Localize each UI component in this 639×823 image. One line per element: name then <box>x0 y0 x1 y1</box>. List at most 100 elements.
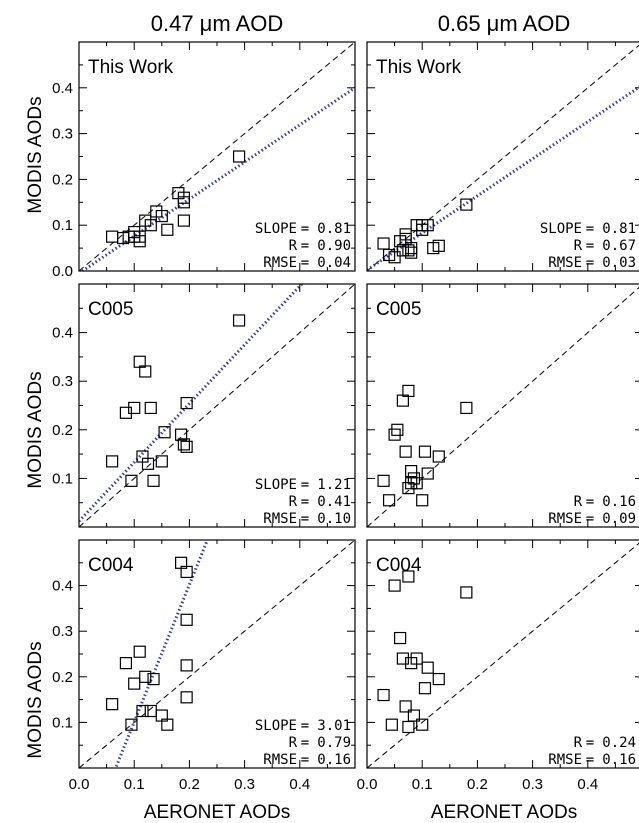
stat-label: RMSE <box>263 752 297 768</box>
data-point <box>177 438 190 451</box>
data-point <box>119 406 133 419</box>
x-tick-label: 0.1 <box>124 776 145 793</box>
data-point <box>180 613 193 626</box>
data-point <box>405 465 418 478</box>
data-point <box>402 720 415 734</box>
plot-area <box>367 286 639 527</box>
stat-label: R <box>574 735 583 751</box>
data-point <box>106 230 119 243</box>
data-point <box>136 704 149 718</box>
y-tick-label: 0.1 <box>52 714 73 731</box>
data-point <box>407 472 421 485</box>
data-point <box>133 645 146 658</box>
y-tick-label: 0.0 <box>52 263 73 280</box>
stat-label: RMSE <box>548 752 582 768</box>
data-point <box>410 477 423 490</box>
y-tick-label: 0.4 <box>52 80 73 97</box>
stat-label: RMSE <box>263 255 297 271</box>
x-axis-label-left: AERONET AODs <box>144 802 290 823</box>
stat-value: 0.24 <box>602 735 636 751</box>
y-axis-label-row-3: MODIS AODs <box>25 641 46 758</box>
data-point <box>175 428 188 441</box>
data-point <box>144 704 157 718</box>
data-point <box>382 494 396 507</box>
data-point <box>396 652 409 665</box>
stat-value: 0.09 <box>602 511 636 527</box>
data-point <box>133 230 146 243</box>
data-point <box>161 718 174 731</box>
data-point <box>377 474 390 487</box>
stat-equals: = <box>301 752 309 768</box>
y-tick-label: 0.4 <box>52 325 73 342</box>
data-point <box>139 365 152 378</box>
data-point <box>460 198 473 211</box>
x-tick-label: 0.2 <box>179 776 200 793</box>
data-point <box>125 474 138 487</box>
data-point <box>180 565 193 579</box>
y-axis-label-row-2: MODIS AODs <box>25 371 46 488</box>
x-tick-label: 0.4 <box>577 776 598 793</box>
stat-label: RMSE <box>548 255 582 271</box>
data-point <box>377 688 390 702</box>
data-point <box>418 682 432 695</box>
stat-equals: = <box>586 255 594 271</box>
stat-value: 0.10 <box>317 511 351 527</box>
stat-label: RMSE <box>263 511 297 527</box>
data-point <box>180 659 193 672</box>
data-point <box>158 426 171 439</box>
x-tick-label: 0.3 <box>234 776 255 793</box>
one-to-one-line <box>79 284 355 527</box>
stat-equals: = <box>586 494 594 510</box>
plot-area <box>367 542 639 768</box>
plot-area <box>79 540 355 768</box>
data-point <box>147 672 160 686</box>
stat-label: R <box>574 494 583 510</box>
data-point <box>421 661 434 674</box>
stat-value: 0.16 <box>602 752 636 768</box>
panel-title: C004 <box>88 555 134 576</box>
y-tick-label: 0.2 <box>52 171 73 188</box>
data-point <box>180 396 193 410</box>
x-tick-label: 0.1 <box>412 776 433 793</box>
data-point <box>232 150 246 163</box>
panel-title: This Work <box>88 57 174 78</box>
data-point <box>418 445 432 458</box>
stat-label: RMSE <box>548 511 582 527</box>
data-point <box>394 631 407 645</box>
stat-value: 0.81 <box>602 221 636 237</box>
stat-value: 1.21 <box>317 477 351 493</box>
stat-value: 0.41 <box>317 494 351 510</box>
y-tick-label: 0.2 <box>52 422 73 439</box>
data-point <box>407 709 421 722</box>
panel-title: C005 <box>376 299 421 320</box>
data-point <box>128 401 141 415</box>
data-point <box>399 445 412 458</box>
data-point <box>106 455 119 468</box>
scatter-panel: 0.0 0.1 0.2 0.3 0.4 C004 R = 0.24 RMSE = 0.16 <box>357 539 639 793</box>
stat-label: SLOPE <box>255 718 297 734</box>
data-point <box>388 251 401 264</box>
stat-label: SLOPE <box>255 221 297 237</box>
stat-value: 0.79 <box>317 735 351 751</box>
stat-value: 0.16 <box>602 494 636 510</box>
data-point <box>155 455 168 468</box>
y-tick-label: 0.1 <box>52 470 73 487</box>
y-tick-label: 0.3 <box>52 126 73 143</box>
stat-equals: = <box>586 511 594 527</box>
data-point <box>405 246 418 259</box>
panel-title: C004 <box>376 555 422 576</box>
data-point <box>399 700 412 713</box>
data-point <box>399 228 412 241</box>
data-point <box>180 440 193 453</box>
data-point <box>144 401 157 415</box>
stat-equals: = <box>301 238 309 254</box>
data-point <box>106 698 119 711</box>
x-axis-label-right: AERONET AODs <box>431 802 577 823</box>
data-point <box>180 691 193 704</box>
stat-value: 0.81 <box>317 221 351 237</box>
stat-label: R <box>289 238 298 254</box>
